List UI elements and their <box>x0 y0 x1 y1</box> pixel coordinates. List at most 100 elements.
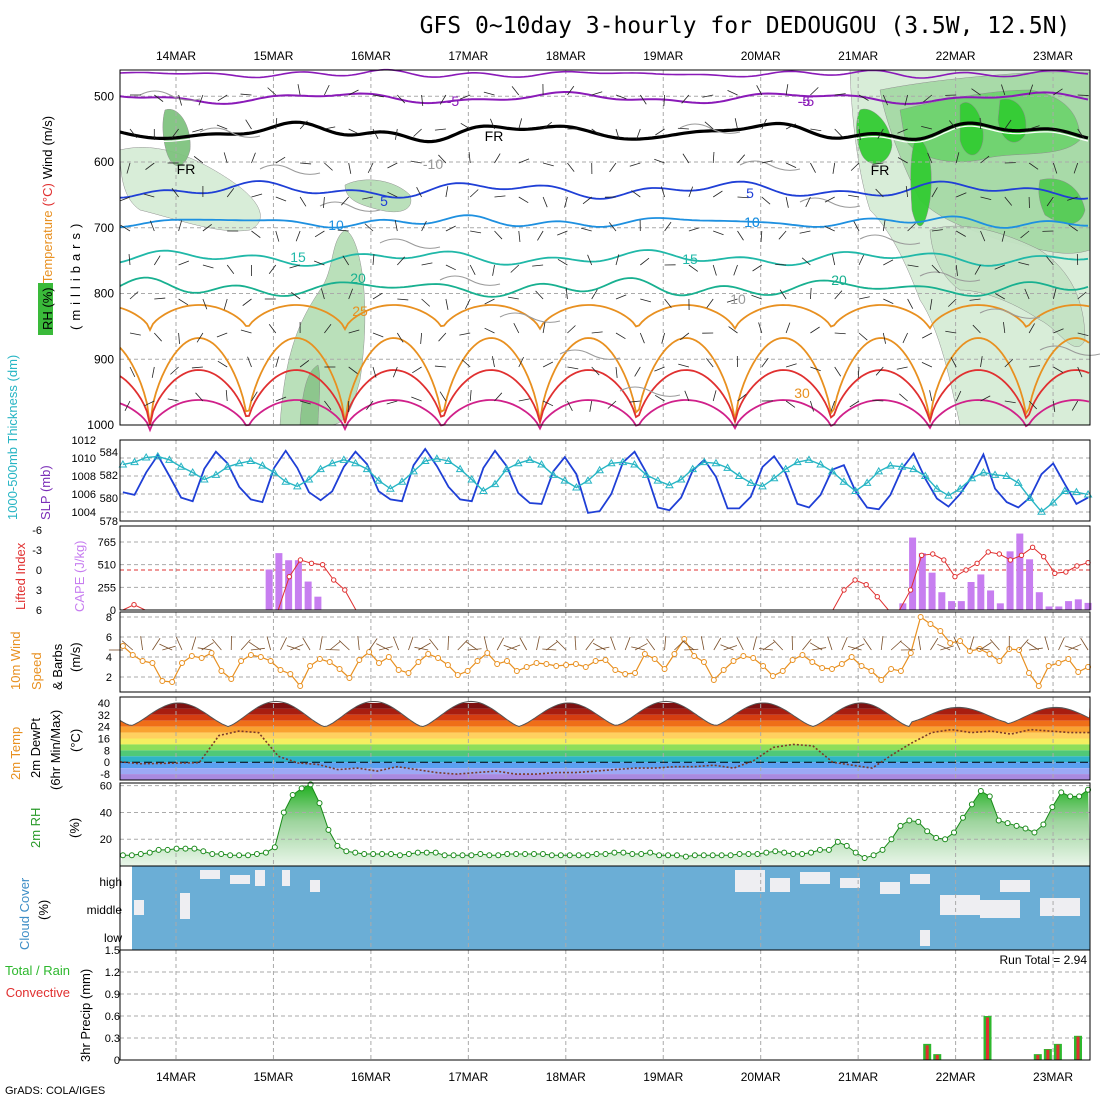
rh2m-line-marker <box>1022 825 1029 832</box>
rh2m-line-marker <box>298 785 305 792</box>
thickness-line-marker <box>1060 486 1070 494</box>
wind10m-barb <box>467 648 482 651</box>
wind-barb <box>737 154 746 164</box>
thickness-axis-label: 1000-500mb Thickness (dm) <box>5 355 20 520</box>
upper-air-units-label: (millibars) <box>68 219 83 330</box>
wind-barb <box>877 128 884 139</box>
thickness-line-marker <box>537 459 546 468</box>
wind-barb <box>1020 230 1030 239</box>
rh2m-line-marker <box>602 850 609 857</box>
rh2m-line-marker <box>834 838 841 845</box>
rh2m-line-marker <box>379 850 386 857</box>
wind-barb <box>171 187 179 198</box>
lifted-index-marker <box>1029 544 1036 551</box>
wind10m-line-marker <box>582 664 589 670</box>
thickness-line-marker <box>385 484 395 492</box>
thickness-line-marker <box>851 486 860 494</box>
wind10m-barb <box>519 637 528 651</box>
wind-barb <box>681 94 690 104</box>
thickness-line-marker <box>234 458 244 467</box>
thickness-line-marker <box>944 491 953 499</box>
wind-barb <box>706 298 714 309</box>
thickness-line-marker <box>479 486 488 494</box>
temp-tick: -8 <box>100 769 110 781</box>
lifted-index-marker <box>963 567 969 573</box>
wind-barb <box>805 196 811 208</box>
wind10m-line-marker <box>375 660 382 666</box>
rh2m-line-marker <box>816 846 823 853</box>
wind-barb <box>994 264 1005 270</box>
wind10m-barb <box>593 642 606 651</box>
cloud-level-label: low <box>104 931 122 945</box>
wind-barb <box>151 366 155 378</box>
rh2m-line-marker <box>620 849 627 856</box>
wind-barb <box>542 361 554 368</box>
wind-barb <box>824 225 835 232</box>
lifted-index-marker <box>863 581 869 588</box>
rh-contour <box>979 308 1041 319</box>
thickness-line-marker <box>955 484 965 492</box>
contour-label: -5 <box>798 93 811 109</box>
rh2m-line-marker <box>128 852 135 859</box>
rh-contour <box>199 127 261 138</box>
rh2m-line-marker <box>843 842 850 849</box>
wind-barb <box>167 398 179 402</box>
wind10m-line-marker <box>494 661 501 667</box>
wind10m-barb <box>1058 637 1065 651</box>
thickness-line-marker <box>897 462 907 470</box>
bottom-date-label: 16MAR <box>351 1070 391 1084</box>
wind-barb <box>778 230 787 240</box>
wind-barb <box>154 332 162 342</box>
cape-bar <box>977 574 985 610</box>
rh2m-line-marker <box>808 849 815 856</box>
wind10m-barb <box>646 638 656 651</box>
cloud-gap <box>200 870 220 879</box>
wind-barb <box>217 360 228 368</box>
wind-barb <box>275 118 278 130</box>
rh2m-line-marker <box>396 852 403 859</box>
cloud-gap <box>940 895 980 915</box>
wind10m-barb <box>975 647 990 651</box>
wind-barb <box>289 264 301 269</box>
wind-barb <box>1003 322 1006 334</box>
wind-barb <box>445 298 449 310</box>
wind-barb <box>119 196 131 202</box>
rh2m-area <box>120 784 1090 866</box>
rh2m-line-marker <box>629 850 636 857</box>
wind-barb <box>245 119 252 130</box>
rh-shaded-area <box>299 364 321 426</box>
wind-barb <box>712 190 723 198</box>
wind-barb <box>824 196 835 203</box>
cape-bar <box>294 560 302 610</box>
wind-barb <box>591 91 603 96</box>
contour-label: FR <box>871 162 890 178</box>
isotherm-5 <box>119 180 1089 200</box>
rh2m-line-marker <box>888 836 895 843</box>
wind-barb <box>1004 196 1013 206</box>
thickness-line-marker <box>862 478 872 486</box>
cape-bar <box>265 569 273 610</box>
rh2m-line-marker <box>959 814 966 821</box>
wind-barb <box>143 193 155 198</box>
wind-barb <box>251 193 263 198</box>
wind-barb <box>591 289 598 300</box>
slp-tick: 1010 <box>72 453 96 465</box>
wind10m-barb <box>684 648 699 651</box>
thickness-line-marker <box>630 459 639 468</box>
cape-bar <box>304 581 312 610</box>
wind-barb <box>758 322 763 334</box>
thickness-line-marker <box>1025 493 1035 501</box>
wind10m-barb <box>930 637 939 651</box>
wind-barb <box>921 332 933 339</box>
precip-tick: 0.9 <box>105 989 120 1001</box>
thickness-line-marker <box>804 455 814 463</box>
wind-barb <box>636 128 641 140</box>
wind10m-line-marker <box>179 660 186 666</box>
thickness-line-marker <box>560 476 570 484</box>
wind10m-barb <box>989 639 1000 651</box>
contour-label: -5 <box>802 93 815 109</box>
rh2m-line-marker <box>334 842 341 849</box>
contour-label: 10 <box>730 291 746 307</box>
wind10m-line-marker <box>297 683 304 689</box>
wind10m-line-marker <box>444 662 451 668</box>
